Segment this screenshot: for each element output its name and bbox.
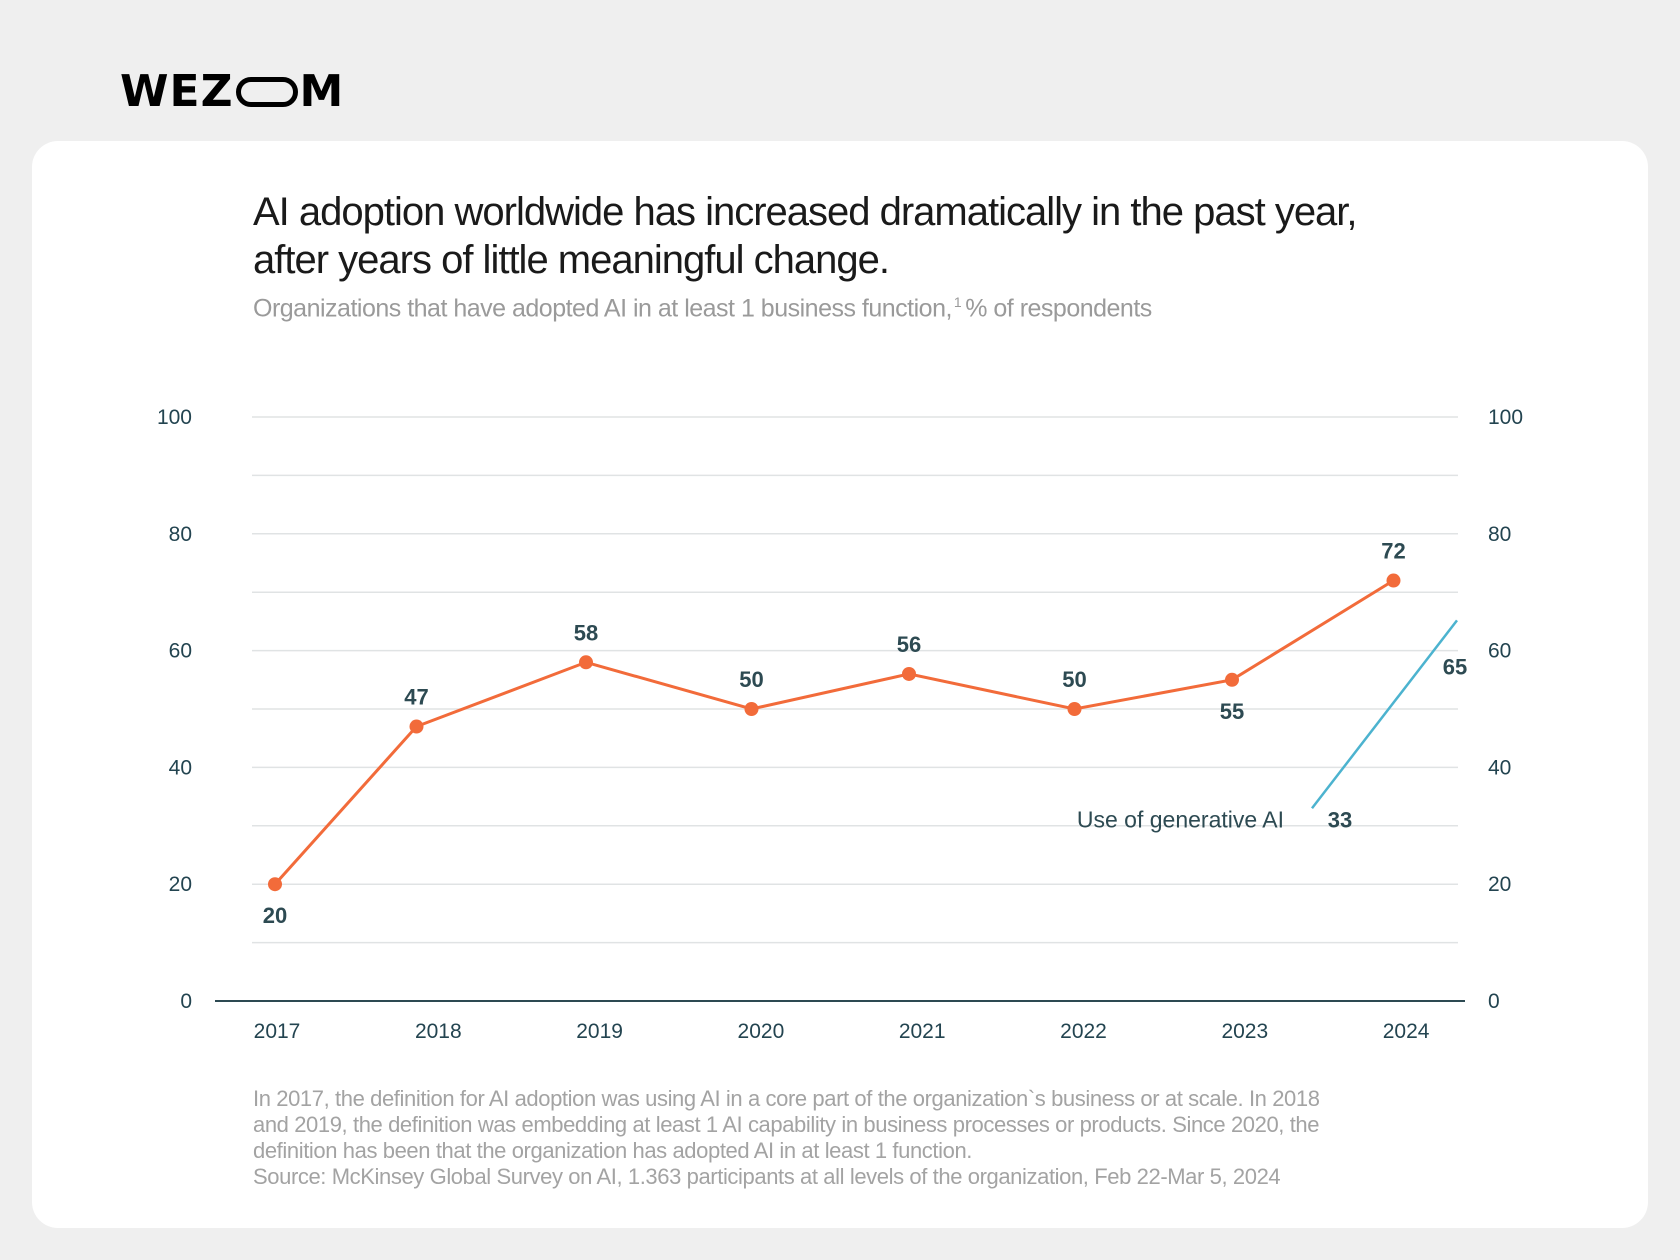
y-tick-label-right: 0 [1488,990,1500,1013]
data-label: 58 [574,620,598,645]
data-label: 20 [263,903,287,928]
y-tick-label-right: 40 [1488,756,1511,779]
series-line-ai-adoption [273,579,1395,886]
data-point [268,877,282,892]
x-tick-label: 2019 [576,1020,623,1043]
chart-card [32,141,1648,1228]
data-point [744,702,759,716]
data-label: 72 [1381,539,1405,564]
x-tick-label: 2018 [415,1020,462,1043]
wezoom-logo: WEZ M [120,70,344,114]
y-tick-label-right: 80 [1488,523,1511,546]
logo-text-right: M [299,66,345,117]
logo-oo-mark [235,77,298,107]
chart-title: AI adoption worldwide has increased dram… [253,188,1453,284]
data-point [579,655,593,670]
data-label: 47 [404,685,428,710]
footnote-line3: definition has been that the organizatio… [253,1138,972,1163]
y-tick-label-left: 80 [169,523,192,546]
chart-title-line2: after years of little meaningful change. [253,238,890,282]
data-point [902,666,916,681]
y-tick-label-left: 60 [169,640,192,663]
y-tick-label-left: 0 [180,990,192,1013]
x-tick-label: 2017 [254,1020,301,1043]
data-point [409,719,424,734]
data-point [1067,702,1082,716]
y-tick-label-right: 60 [1488,640,1511,663]
chart-title-line1: AI adoption worldwide has increased dram… [253,190,1358,234]
series-annotation-generative-ai: Use of generative AI [1077,806,1284,832]
y-tick-label-left: 40 [169,756,192,779]
data-label-generative-ai-2024: 65 [1443,654,1467,679]
data-label: 50 [739,667,763,692]
data-point [1386,573,1401,588]
logo-text-left: WEZ [120,66,234,117]
x-tick-label: 2021 [899,1020,946,1043]
y-tick-label-right: 100 [1488,406,1523,429]
x-tick-label: 2024 [1383,1020,1430,1043]
footnote-source: Source: McKinsey Global Survey on AI, 1.… [253,1164,1281,1189]
y-tick-label-left: 100 [157,406,192,429]
footnote-line1: In 2017, the definition for AI adoption … [253,1086,1320,1111]
x-tick-label: 2022 [1060,1020,1107,1043]
footnote: In 2017, the definition for AI adoption … [253,1086,1453,1190]
data-label: 55 [1220,699,1244,724]
series-line-generative-ai [1311,619,1458,810]
subtitle-footnote-marker: 1 [953,294,962,310]
y-tick-label-right: 20 [1488,873,1511,896]
data-label-generative-ai-2023: 33 [1328,807,1352,832]
y-tick-label-left: 20 [169,873,192,896]
data-label: 56 [897,632,921,657]
data-label: 50 [1062,667,1086,692]
x-tick-label: 2023 [1221,1020,1268,1043]
subtitle-main: Organizations that have adopted AI in at… [253,294,952,323]
x-tick-label: 2020 [738,1020,785,1043]
subtitle-unit: % of respondents [965,294,1152,323]
chart-subtitle: Organizations that have adopted AI in at… [253,294,1152,323]
footnote-line2: and 2019, the definition was embedding a… [253,1112,1320,1137]
data-point [1225,672,1239,687]
